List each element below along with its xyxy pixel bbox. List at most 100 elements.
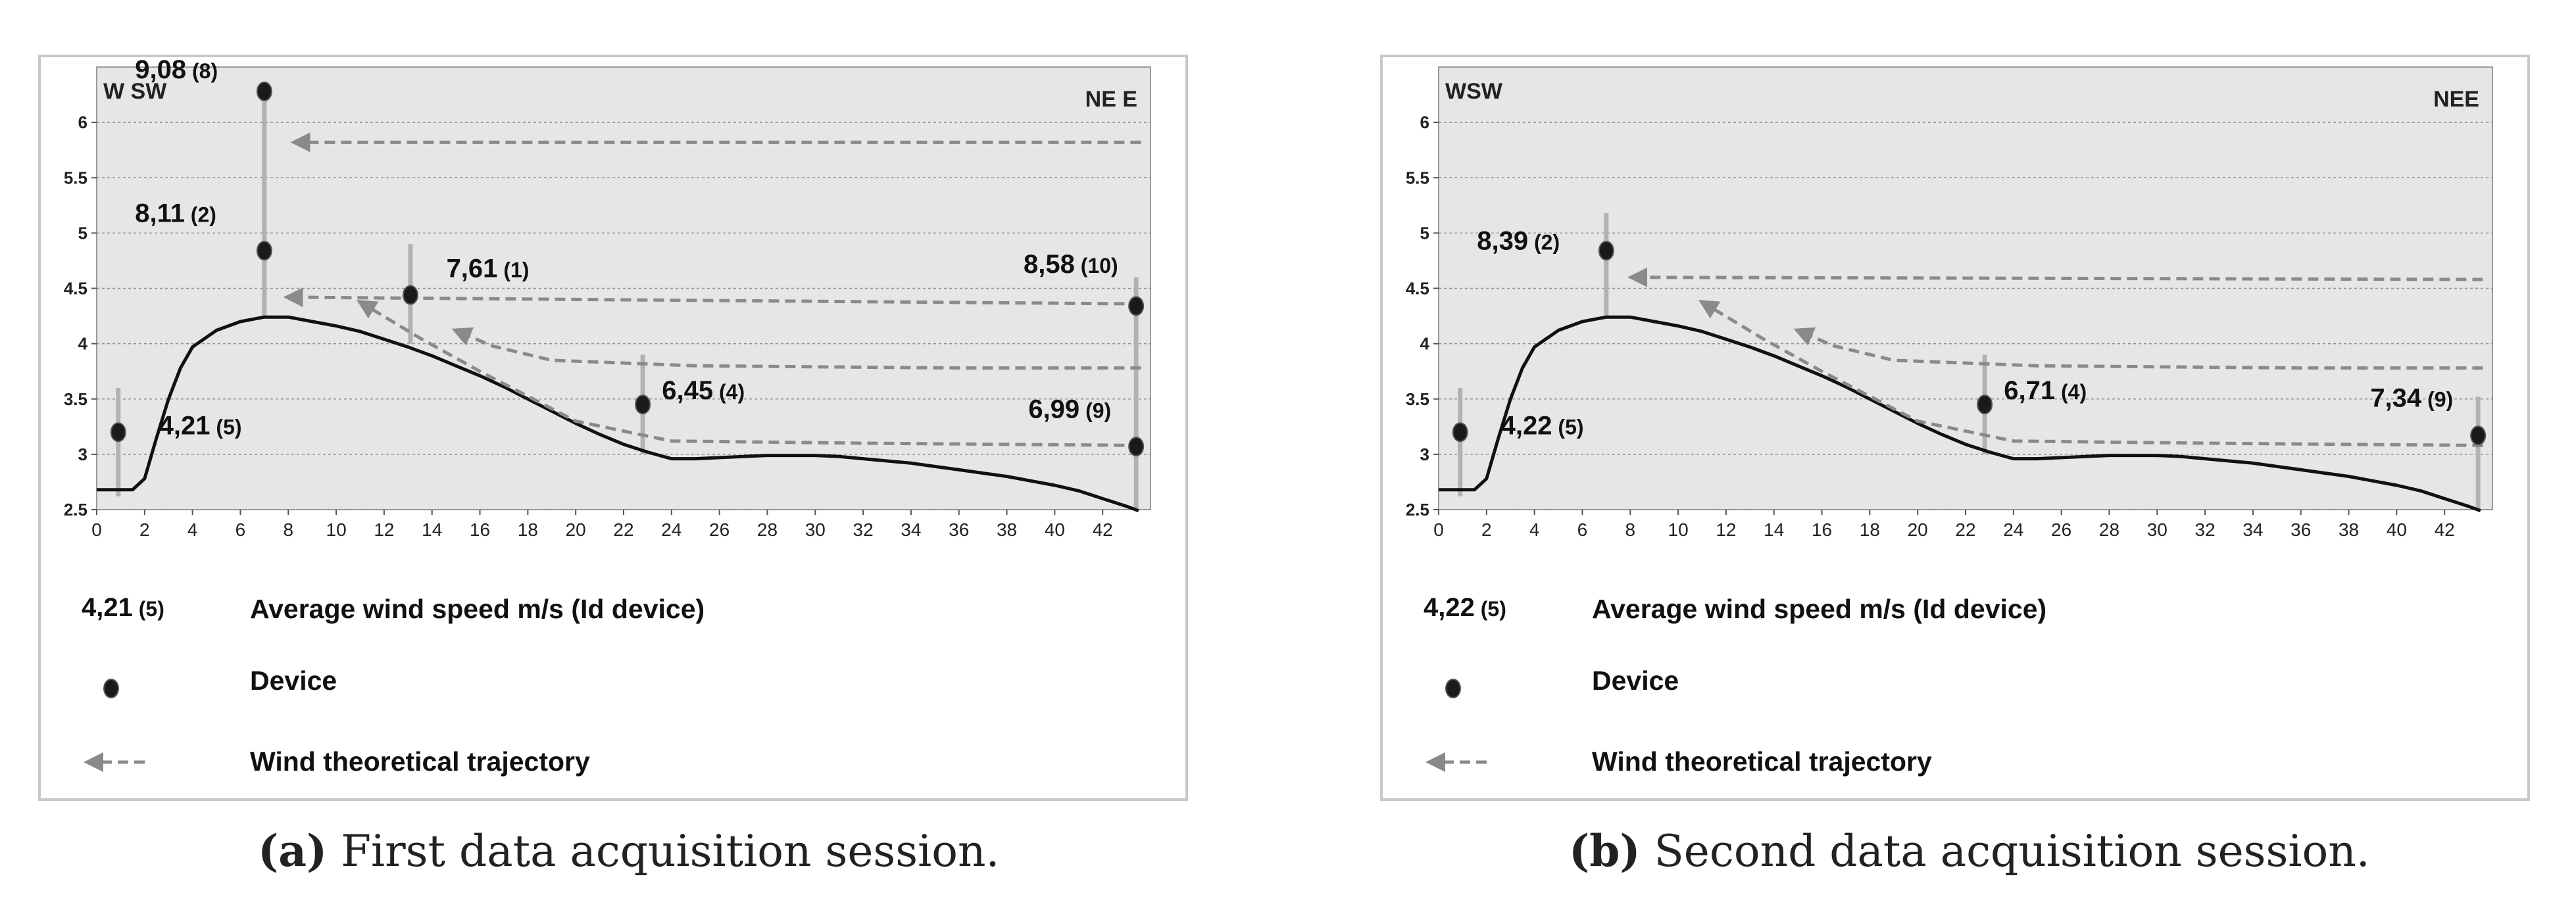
x-tick-label: 10: [1668, 519, 1689, 540]
x-tick-label: 12: [374, 519, 394, 540]
x-tick-label: 30: [805, 519, 826, 540]
legend-value-label: Average wind speed m/s (Id device): [1592, 594, 2046, 624]
device-marker: [256, 82, 272, 102]
y-tick-label: 2.5: [64, 500, 87, 519]
legend-sample-id: (5): [139, 597, 164, 621]
chart-panel-a: 2.5 3 3.5 4 4.5 5 5.5 6 0 2 4 6 8 10 12 14 16 18 20 22 24 26 2…: [38, 55, 1188, 801]
x-tick-label: 42: [1093, 519, 1113, 540]
device-label: 6,99 (9): [1028, 395, 1111, 423]
caption-b-text: Second data acquisition session.: [1654, 826, 2370, 877]
device-label: 4,22 (5): [1501, 412, 1584, 441]
legend-trajectory-label: Wind theoretical trajectory: [250, 746, 590, 777]
device-speed-value: 9,08: [135, 57, 186, 84]
device-speed-value: 4,21: [159, 412, 211, 441]
legend-sample-id: (5): [1481, 597, 1506, 621]
device-label-gap: [2421, 388, 2427, 412]
device-label: 8,39 (2): [1477, 227, 1560, 256]
chart-a: 2.533.544.555.560 2 4 6 8 10 12 14 16 18 20 22 24 26 2…: [64, 57, 1151, 777]
wind-trajectory-arrow: [1793, 327, 2483, 370]
device-marker: [256, 241, 272, 261]
x-tick-label: 32: [853, 519, 874, 540]
x-tick-label: 36: [949, 519, 969, 540]
device-label-gap: [1552, 416, 1558, 439]
device-id: (5): [1558, 416, 1583, 439]
legend-sample-value: 4,22: [1424, 593, 1475, 622]
x-tick-label: 34: [2242, 519, 2263, 540]
device-id: (9): [2427, 388, 2453, 412]
x-tick-label: 26: [2051, 519, 2071, 540]
device-label: 7,34 (9): [2370, 384, 2453, 413]
legend-sample-gap: [133, 597, 139, 621]
x-tick-label: 24: [2003, 519, 2023, 540]
device-marker: [1452, 422, 1468, 443]
device-speed-value: 7,61: [447, 254, 498, 283]
device-id: (4): [2061, 380, 2087, 404]
x-tick-label: 12: [1716, 519, 1736, 540]
device-id: (2): [191, 203, 216, 227]
x-tick-label: 0: [91, 519, 102, 540]
x-tick-label: 40: [1045, 519, 1065, 540]
x-tick-label: 38: [997, 519, 1017, 540]
y-tick-label: 6: [78, 112, 87, 132]
x-tick-label: 20: [1908, 519, 1928, 540]
terrain-profile-line: [97, 315, 1139, 513]
y-tick-label: 6: [1420, 112, 1429, 132]
device-label-gap: [1075, 254, 1081, 277]
y-tick-label: 2.5: [1406, 500, 1429, 519]
x-tick-label: 42: [2435, 519, 2455, 540]
x-tick-label: 30: [2147, 519, 2167, 540]
device-speed-value: 4,22: [1501, 412, 1552, 441]
legend-trajectory-label: Wind theoretical trajectory: [1592, 746, 1932, 777]
x-tick-label: 38: [2339, 519, 2359, 540]
x-tick-label: 34: [901, 519, 921, 540]
device-speed-value: 6,71: [2004, 376, 2055, 405]
y-tick-label: 3.5: [64, 389, 87, 409]
legend-value-label: Average wind speed m/s (Id device): [250, 594, 705, 624]
device-speed-value: 8,11: [135, 199, 185, 228]
caption-a: (a) First data acquisition session.: [258, 825, 1000, 877]
device-id: (10): [1081, 254, 1118, 277]
legend-device-label: Device: [1592, 665, 1679, 696]
device-label-gap: [2055, 380, 2061, 404]
x-tick-label: 4: [187, 519, 198, 540]
device-label-gap: [186, 59, 192, 83]
chart-b: 2.533.544.555.560 2 4 6 8 10 12 14 16 18 20 22 24 26 2…: [1406, 66, 2493, 777]
device-label-gap: [713, 380, 719, 404]
x-tick-label: 28: [2099, 519, 2119, 540]
device-speed-value: 6,45: [662, 376, 713, 405]
device-speed-value: 7,34: [2370, 384, 2422, 413]
y-tick-label: 4.5: [1406, 279, 1429, 299]
legend-sample-gap: [1475, 597, 1481, 621]
x-tick-label: 10: [326, 519, 347, 540]
device-id: (2): [1534, 231, 1560, 254]
device-marker: [1977, 395, 1993, 415]
device-label: 8,11 (2): [135, 199, 216, 228]
device-label-gap: [497, 258, 503, 282]
y-tick-label: 4: [1420, 334, 1430, 354]
device-id: (4): [719, 380, 745, 404]
device-label-gap: [185, 203, 191, 227]
caption-b: (b) Second data acquisition session.: [1569, 825, 2370, 877]
legend-device-marker: [1445, 679, 1461, 698]
x-tick-label: 24: [661, 519, 681, 540]
chart-panel-b: 2.5 3 3.5 4 4.5 5 5.5 6 0 2 4 6 8 10 12 14 16 18 20 22 24 26 2…: [1380, 55, 2530, 801]
device-label-gap: [1528, 231, 1534, 254]
y-tick-label: 4: [78, 334, 88, 354]
y-tick-label: 5: [1420, 223, 1429, 243]
x-tick-label: 40: [2387, 519, 2407, 540]
x-tick-label: 2: [1481, 519, 1492, 540]
x-tick-label: 18: [518, 519, 538, 540]
device-id: (9): [1085, 398, 1111, 422]
x-tick-label: 6: [1577, 519, 1588, 540]
device-marker: [110, 422, 126, 443]
device-marker: [1128, 296, 1145, 316]
x-tick-label: 26: [709, 519, 730, 540]
y-tick-label: 4.5: [64, 279, 87, 299]
device-speed-value: 8,39: [1477, 227, 1528, 256]
wind-trajectory-arrow: [356, 299, 1141, 447]
device-id: (5): [216, 416, 241, 439]
direction-left-label: WSW: [1445, 79, 1503, 104]
caption-a-tag: (a): [258, 825, 328, 877]
legend-device-marker: [103, 679, 119, 698]
x-tick-label: 28: [757, 519, 778, 540]
